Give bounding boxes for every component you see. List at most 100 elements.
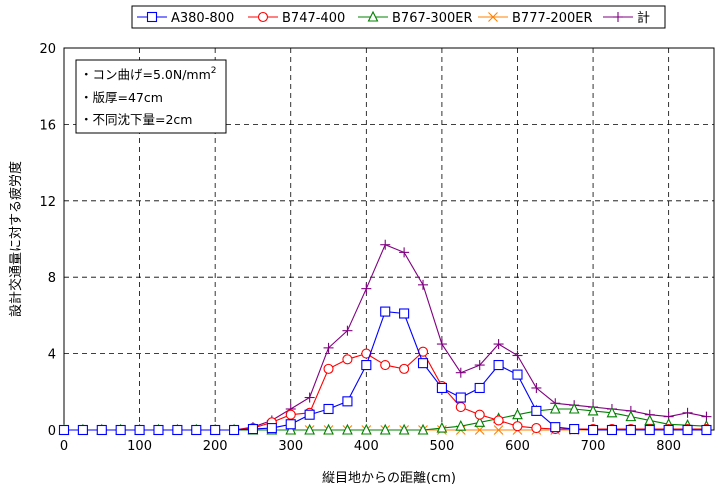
series-0-point-15 (342, 396, 353, 407)
series-2-point-27 (568, 402, 580, 414)
x-tick-label-1: 100 (127, 439, 152, 454)
legend-label-0: A380-800 (171, 11, 234, 26)
series-line-4 (64, 243, 707, 431)
series-0-point-29 (606, 424, 618, 436)
series-0-point-22 (474, 382, 485, 394)
legend-entry-1: B747-400 (248, 11, 345, 26)
series-2-point-17 (379, 423, 391, 435)
series-4-point-20 (436, 339, 447, 350)
series-2-point-19 (417, 423, 429, 435)
series-4-point-19 (418, 279, 429, 290)
y-tick-label-0: 0 (48, 424, 56, 439)
series-2-point-13 (304, 423, 316, 435)
series-4-point-14 (323, 342, 334, 353)
series-0-point-9 (229, 424, 240, 436)
grid (64, 48, 714, 430)
y-tick-label-2: 8 (48, 271, 56, 286)
series-0-point-24 (512, 369, 523, 380)
series-4-point-17 (380, 239, 391, 250)
legend-entry-0: A380-800 (137, 11, 234, 26)
series-1-point-21 (455, 402, 466, 413)
series-0-point-2 (96, 424, 107, 436)
series-0-point-30 (625, 424, 636, 436)
series-2-point-12 (285, 423, 297, 435)
x-tick-label-4: 400 (354, 439, 379, 454)
series-4-point-24 (512, 350, 523, 361)
series-0-point-26 (550, 422, 561, 433)
series-4 (59, 239, 712, 435)
series-1-point-15 (342, 354, 353, 365)
series-4-point-33 (682, 407, 693, 418)
series-2-point-20 (436, 421, 448, 433)
series-1-point-18 (399, 363, 410, 374)
series-0-point-7 (191, 424, 202, 436)
series-0-point-33 (682, 424, 693, 436)
series-2-point-24 (512, 408, 523, 420)
legend-marker-3 (488, 12, 498, 22)
series-0-point-31 (644, 424, 655, 436)
y-tick-label-3: 12 (39, 195, 56, 210)
y-axis-title: 設計交通量に対する疲労度 (8, 161, 24, 317)
legend-label-4: 計 (637, 10, 650, 26)
svg-text:・コン曲げ=5.0N/mm2: ・コン曲げ=5.0N/mm2 (80, 66, 217, 82)
series-0-point-1 (77, 424, 88, 436)
series-0-point-20 (436, 382, 447, 394)
legend-label-2: B767-300ER (392, 11, 472, 26)
legend-marker-1 (257, 11, 269, 23)
y-tick-label-1: 4 (48, 348, 56, 363)
series-2-point-30 (625, 410, 637, 422)
series-0-point-18 (399, 308, 410, 319)
series-2-point-15 (342, 423, 353, 435)
annotation-line-2: ・版厚=47cm (80, 90, 163, 105)
legend-label-3: B777-200ER (512, 11, 592, 26)
series-0-point-17 (380, 306, 391, 317)
series-4-point-22 (474, 360, 485, 371)
series-0-point-23 (493, 360, 504, 371)
series-0-point-0 (58, 424, 70, 436)
series-0-point-10 (247, 423, 259, 435)
series-layer (58, 239, 712, 436)
x-tick-labels: 0 100 200 300 400 500 600 700 800 (60, 439, 681, 454)
series-0-point-14 (323, 403, 334, 415)
series-0-point-25 (531, 405, 542, 416)
series-0-point-28 (588, 424, 599, 436)
series-0 (58, 306, 712, 436)
y-tick-label-5: 20 (39, 42, 56, 57)
series-0-point-19 (417, 358, 429, 369)
series-0-point-8 (210, 424, 221, 436)
legend-frame (131, 5, 666, 29)
series-0-point-13 (304, 409, 315, 420)
series-2-point-14 (323, 423, 334, 435)
x-tick-label-8: 800 (656, 439, 681, 454)
series-4-point-13 (304, 392, 315, 403)
legend-entry-3: B777-200ER (478, 11, 592, 26)
annotation-line-1: ・コン曲げ=5.0N/mm (80, 67, 211, 82)
legend-marker-4 (613, 12, 623, 22)
annotation-box: ・コン曲げ=5.0N/mm2 ・版厚=47cm ・不同沈下量=2cm (75, 59, 227, 134)
series-1 (58, 346, 712, 436)
series-0-point-16 (361, 360, 372, 371)
series-2-point-18 (398, 423, 410, 435)
x-axis-title: 縦目地からの距離(cm) (322, 471, 456, 486)
series-3-point-22 (474, 425, 485, 435)
series-0-point-6 (172, 424, 183, 436)
series-2-point-21 (455, 419, 467, 431)
series-0-point-5 (153, 424, 164, 436)
series-1-point-22 (474, 409, 485, 420)
x-tick-label-6: 600 (505, 439, 530, 454)
series-2-point-16 (360, 423, 372, 435)
series-1-point-12 (285, 409, 296, 420)
series-2-point-22 (474, 416, 486, 427)
series-4-point-23 (493, 339, 504, 350)
series-1-point-23 (493, 415, 504, 426)
series-3-point-23 (493, 425, 504, 435)
series-1-point-17 (380, 360, 391, 371)
series-0-point-34 (701, 424, 712, 436)
y-tick-label-4: 16 (39, 118, 56, 133)
series-0-point-11 (266, 423, 277, 434)
y-tick-labels: 0 4 8 12 16 20 (39, 42, 56, 439)
series-4-point-21 (455, 367, 466, 378)
x-tick-label-2: 200 (203, 439, 228, 454)
legend-label-1: B747-400 (282, 11, 345, 26)
